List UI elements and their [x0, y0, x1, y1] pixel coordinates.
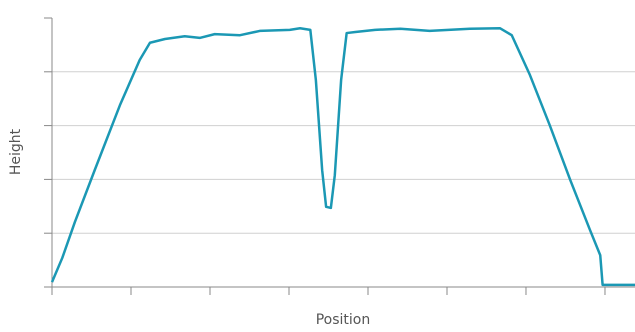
data-line: [50, 26, 635, 287]
y-axis-label: Height: [8, 128, 24, 175]
x-axis-label: Position: [316, 312, 371, 328]
